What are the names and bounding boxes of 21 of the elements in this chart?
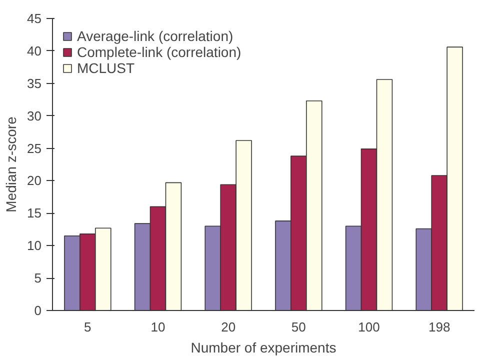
y-tick-label: 20 [27,173,42,188]
x-tick-label: 10 [150,320,166,334]
y-tick-label: 5 [34,270,42,286]
y-tick-label: 30 [27,108,42,124]
y-tick-label: 45 [27,11,42,26]
x-axis-title: Number of experiments [190,340,336,356]
x-tick-label: 5 [84,320,92,334]
y-tick-label: 15 [27,206,42,221]
legend-label: Complete-link (correlation) [77,44,242,60]
x-tick-label: 20 [221,320,236,334]
x-tick-label: 198 [428,320,450,334]
y-tick-label: 10 [27,238,42,254]
x-tick-label: 100 [358,320,380,334]
legend-label: Average-link (correlation) [77,28,234,44]
y-tick-label: 0 [34,303,42,318]
y-tick-label: 40 [27,43,42,58]
y-axis-title: Median z-score [3,116,20,212]
y-tick-label: 35 [27,76,42,91]
x-tick-label: 50 [291,320,306,334]
y-tick-label: 25 [27,140,42,156]
legend-label: MCLUST [77,60,135,76]
